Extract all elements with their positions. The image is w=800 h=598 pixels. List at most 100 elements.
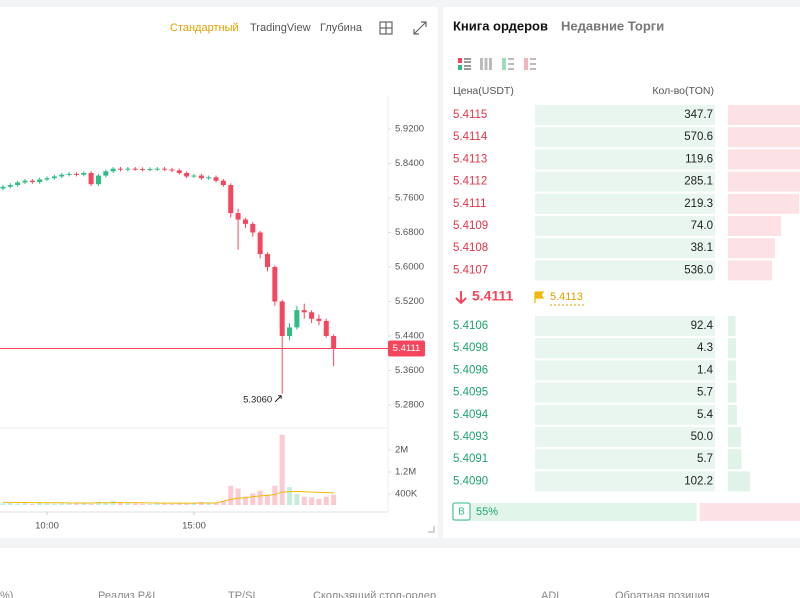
- candle-body: [66, 173, 72, 175]
- quantity-cell: 1.4: [697, 364, 714, 376]
- volume-bar: [279, 434, 285, 505]
- bottom-tab[interactable]: Реализ P&L: [98, 590, 159, 598]
- y-tick-label: 5.8400: [395, 158, 424, 169]
- view-both-icon[interactable]: [458, 58, 471, 70]
- candle-body: [0, 186, 6, 189]
- view-trades-icon[interactable]: [480, 58, 492, 70]
- volume-bar: [88, 503, 94, 505]
- view-bids-icon[interactable]: [502, 58, 514, 70]
- volume-bar: [95, 501, 101, 505]
- volume-bar: [235, 488, 241, 505]
- quantity-cell: 5.4: [697, 409, 714, 421]
- column-header: Цена(USDT): [453, 85, 514, 97]
- volume-bar: [73, 503, 79, 505]
- top-strip: [0, 0, 800, 7]
- candle-body: [15, 182, 21, 186]
- candle-body: [191, 175, 197, 177]
- candle-body: [132, 168, 138, 170]
- volume-bar: [37, 502, 43, 505]
- mark-price[interactable]: 5.4113: [550, 291, 583, 303]
- orderbook-tab[interactable]: Книга ордеров: [453, 18, 548, 33]
- candle-body: [125, 168, 131, 170]
- candle-body: [147, 169, 153, 171]
- volume-bar: [287, 487, 293, 505]
- candle-body: [235, 213, 241, 220]
- volume-tick-label: 1.2M: [395, 467, 416, 478]
- volume-bar: [220, 500, 226, 505]
- candle-body: [22, 180, 28, 183]
- y-tick-label: 5.3600: [395, 365, 424, 376]
- price-cell: 5.4098: [453, 342, 488, 354]
- y-tick-label: 5.9200: [395, 124, 424, 135]
- candle-body: [29, 180, 35, 183]
- quantity-cell: 74.0: [691, 220, 713, 232]
- volume-bar: [323, 496, 329, 505]
- candle-body: [294, 310, 300, 328]
- depth-bar: [728, 127, 800, 148]
- depth-bar: [728, 238, 776, 259]
- candle-body: [59, 174, 65, 177]
- y-tick-label: 5.4400: [395, 331, 424, 342]
- candle-body: [162, 168, 168, 170]
- volume-bar: [66, 502, 72, 505]
- y-tick-label: 5.7600: [395, 193, 424, 204]
- orderbook-tab[interactable]: Недавние Торги: [561, 18, 664, 33]
- price-cell: 5.4114: [453, 131, 488, 143]
- volume-bar: [176, 503, 182, 505]
- candle-body: [198, 175, 204, 179]
- chart-tab[interactable]: Стандартный: [170, 22, 239, 34]
- quantity-cell: 119.6: [685, 153, 713, 165]
- candle-body: [309, 312, 315, 319]
- depth-bar: [728, 216, 782, 236]
- volume-bar: [81, 503, 87, 505]
- depth-bar: [728, 316, 736, 336]
- x-tick-label: 10:00: [35, 521, 59, 532]
- buy-ratio-label: 55%: [476, 506, 498, 518]
- row-background: [535, 216, 715, 236]
- expand-icon[interactable]: [413, 21, 427, 35]
- last-price-tag: [388, 340, 425, 357]
- candle-body: [169, 169, 175, 171]
- volume-bar: [213, 503, 219, 505]
- candle-body: [331, 336, 337, 349]
- volume-bar: [228, 485, 234, 505]
- candle-body: [176, 170, 182, 173]
- depth-bar: [728, 404, 737, 425]
- volume-bar: [44, 503, 50, 505]
- resize-handle[interactable]: [428, 526, 435, 533]
- y-tick-label: 5.6000: [395, 262, 424, 273]
- bottom-tab[interactable]: Обратная позиция: [615, 590, 710, 598]
- depth-bar: [728, 193, 800, 214]
- bottom-tab[interactable]: ADL: [541, 590, 562, 598]
- price-cell: 5.4090: [453, 475, 488, 487]
- depth-bar: [728, 149, 800, 170]
- layout-icon[interactable]: [379, 21, 393, 35]
- volume-bar: [140, 503, 146, 505]
- chart-tab[interactable]: Глубина: [320, 22, 363, 34]
- volume-bar: [264, 494, 270, 505]
- volume-bar: [316, 498, 322, 505]
- y-tick-label: 5.5200: [395, 296, 424, 307]
- volume-bar: [250, 493, 256, 505]
- chart-tab[interactable]: TradingView: [250, 22, 311, 34]
- depth-bar: [728, 171, 800, 192]
- volume-bar: [15, 503, 21, 505]
- volume-bar: [301, 496, 307, 505]
- row-background: [535, 338, 715, 359]
- bottom-tab[interactable]: Скользящий стоп-ордер: [313, 590, 436, 598]
- quantity-cell: 570.6: [684, 131, 713, 143]
- volume-bar: [59, 503, 65, 505]
- candle-body: [316, 318, 322, 321]
- candle-body: [242, 219, 248, 224]
- candle-body: [37, 179, 43, 183]
- price-cell: 5.4094: [453, 409, 489, 421]
- volume-bar: [272, 485, 278, 505]
- candle-body: [81, 172, 87, 175]
- bottom-tab[interactable]: %): [0, 590, 13, 598]
- volume-bar: [242, 496, 248, 505]
- view-asks-icon[interactable]: [524, 58, 536, 70]
- bottom-tab[interactable]: TP/SL: [228, 590, 259, 598]
- volume-bar: [7, 502, 13, 505]
- row-background: [535, 149, 715, 170]
